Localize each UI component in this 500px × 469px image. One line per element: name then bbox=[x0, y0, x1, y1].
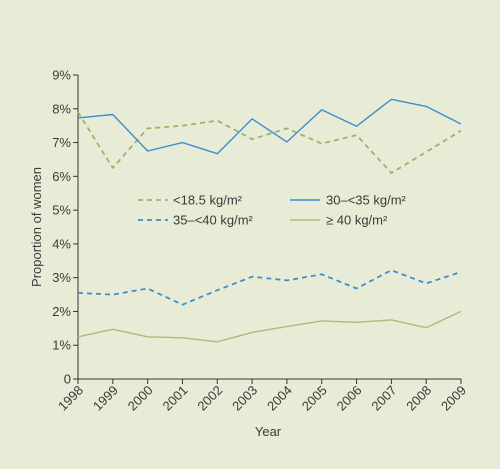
x-tick-label: 2002 bbox=[194, 383, 225, 414]
x-axis-title: Year bbox=[255, 424, 282, 439]
x-tick-label: 2005 bbox=[299, 383, 330, 414]
axes bbox=[73, 74, 462, 384]
y-tick-labels: 0 1% 2% 3% 4% 5% 6% 7% 8% 9% bbox=[52, 68, 71, 387]
legend-entry-label: 30–<35 kg/m² bbox=[326, 193, 407, 208]
x-tick-label: 2003 bbox=[229, 383, 260, 414]
y-tick-label: 6% bbox=[52, 169, 71, 184]
y-tick-label: 3% bbox=[52, 270, 71, 285]
x-tick-label: 1998 bbox=[55, 383, 86, 414]
legend-entry-label: ≥ 40 kg/m² bbox=[326, 213, 388, 228]
x-tick-label: 1999 bbox=[90, 383, 121, 414]
y-tick-label: 0 bbox=[64, 372, 71, 387]
series-lines bbox=[77, 98, 462, 343]
legend-entry-label: 35–<40 kg/m² bbox=[173, 213, 254, 228]
x-tick-label: 2009 bbox=[438, 383, 469, 414]
legend-entry-label: <18.5 kg/m² bbox=[173, 193, 243, 208]
series-line bbox=[77, 269, 462, 306]
x-tick-label: 2007 bbox=[368, 383, 399, 414]
legend: <18.5 kg/m² 30–<35 kg/m² 35–<40 kg/m² ≥ 40 … bbox=[138, 193, 407, 228]
y-tick-label: 8% bbox=[52, 101, 71, 116]
y-tick-label: 4% bbox=[52, 236, 71, 251]
y-tick-label: 7% bbox=[52, 135, 71, 150]
x-tick-label: 2001 bbox=[160, 383, 191, 414]
y-tick-label: 1% bbox=[52, 338, 71, 353]
x-tick-label: 2000 bbox=[125, 383, 156, 414]
x-tick-label: 2008 bbox=[403, 383, 434, 414]
y-axis-title: Proportion of women bbox=[29, 167, 44, 287]
x-tick-label: 2004 bbox=[264, 383, 295, 414]
y-tick-label: 2% bbox=[52, 304, 71, 319]
y-tick-label: 9% bbox=[52, 68, 71, 83]
y-tick-label: 5% bbox=[52, 203, 71, 218]
series-line bbox=[77, 98, 462, 155]
x-tick-labels: 1998 1999 2000 2001 2002 2003 2004 2005 2006 2007… bbox=[55, 383, 469, 414]
series-line bbox=[77, 310, 462, 343]
series-line bbox=[77, 111, 462, 174]
x-tick-label: 2006 bbox=[334, 383, 365, 414]
